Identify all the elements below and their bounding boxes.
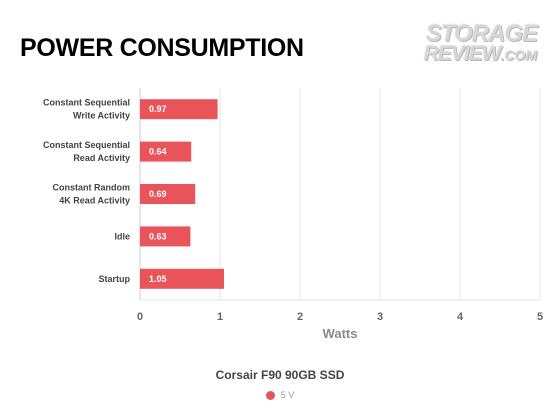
chart-title: POWER CONSUMPTION <box>20 34 304 62</box>
bar-layer: 0.97 0.64 0.69 0.63 1.05 <box>140 99 224 289</box>
legend: 5 V <box>0 390 560 400</box>
data-label: 0.63 <box>149 231 167 241</box>
category-label: Constant Sequential <box>43 98 130 108</box>
data-label: 1.05 <box>149 274 167 284</box>
legend-label: 5 V <box>280 390 295 400</box>
data-label: 0.69 <box>149 189 167 199</box>
legend-swatch <box>265 390 275 400</box>
storagereview-watermark: STORAGE REVIEW.COM <box>415 20 538 72</box>
watermark-line-2-main: REVIEW <box>423 42 502 65</box>
data-label: 0.64 <box>149 147 167 157</box>
x-tick-label: 2 <box>297 311 303 323</box>
watermark-line-1: STORAGE <box>425 20 538 47</box>
category-label: Startup <box>99 274 131 284</box>
x-tick-label: 1 <box>217 311 223 323</box>
bar <box>140 184 196 204</box>
category-label: Write Activity <box>73 111 130 121</box>
watermark-line-2-suffix: .COM <box>500 47 537 63</box>
grid-layer <box>139 88 541 301</box>
data-label: 0.97 <box>149 104 167 114</box>
x-tick-layer: 0 1 2 3 4 5 <box>137 311 543 323</box>
x-tick-label: 5 <box>537 311 543 323</box>
x-tick-label: 3 <box>377 311 383 323</box>
x-tick-label: 0 <box>137 311 143 323</box>
chart-subtitle: Corsair F90 90GB SSD <box>215 368 345 382</box>
bar <box>140 268 224 289</box>
x-axis-title: Watts <box>322 326 358 341</box>
x-tick-label: 4 <box>457 311 464 323</box>
bar <box>140 99 218 120</box>
bar <box>140 226 191 247</box>
category-label-layer: Constant Sequential Write Activity Constan… <box>43 98 131 284</box>
watermark-line-2: REVIEW.COM <box>424 42 537 66</box>
category-label: Constant Random <box>53 183 131 193</box>
bar <box>140 141 192 162</box>
category-label: Constant Sequential <box>43 140 130 150</box>
category-label: 4K Read Activity <box>59 196 130 206</box>
category-label: Idle <box>114 231 130 241</box>
category-label: Read Activity <box>73 153 130 163</box>
